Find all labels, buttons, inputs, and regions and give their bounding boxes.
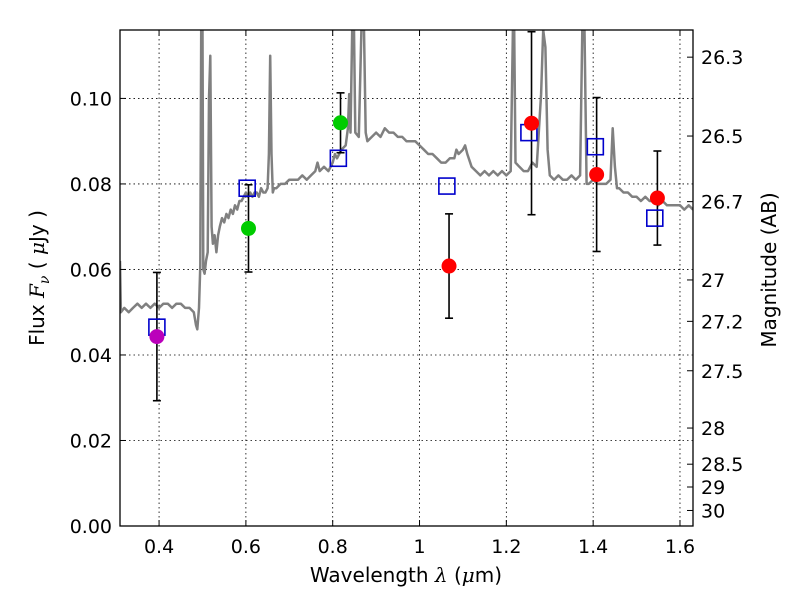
model-flux-point [586,137,605,156]
observed-flux-markers [149,115,665,345]
y-axis-label-unit-open: ( [25,255,49,276]
x-tick-label: 0.4 [144,536,174,558]
x-tick-label: 1 [413,536,425,558]
model-spectrum-line [120,30,693,331]
plot-frame [119,29,694,527]
model-flux-point [438,177,456,195]
model-flux-point [238,179,256,198]
y2-tick-label: 27.5 [701,361,743,383]
x-tick-label: 1.6 [665,536,695,558]
y2-tick-label: 26.7 [701,192,743,214]
y-tick-label: 0.06 [70,259,112,281]
y-tick-label: 0.04 [70,345,112,367]
x-axis-ticks: 0.4 0.6 0.8 1 1.2 1.4 1.6 [144,30,695,558]
y-axis-label-unit-mu: μ [25,242,49,255]
x-tick-label: 0.8 [318,536,348,558]
observed-flux-point [149,329,165,345]
observed-flux-point [524,115,540,131]
plot-area [120,30,693,402]
model-flux-point [329,149,348,168]
y-tick-label: 0.08 [70,174,112,196]
x-axis-label-prefix: Wavelength [310,563,435,587]
y2-tick-label: 27 [701,270,725,292]
y2-tick-label: 26.3 [701,47,743,69]
model-flux-markers [148,123,664,336]
y2-tick-label: 30 [701,500,725,522]
y2-tick-label: 26.5 [701,126,743,148]
x-axis-label-symbol: λ [434,563,448,587]
y-axis-label-subscript: ν [37,275,53,284]
y-tick-label: 0.10 [70,88,112,110]
x-axis-label-unit-open: ( [448,563,462,587]
x-tick-label: 1.2 [491,536,521,558]
y2-tick-label: 29 [701,477,725,499]
x-axis-label-unit-close: m) [475,563,502,587]
observed-flux-point [441,258,457,274]
observed-flux-point [589,167,605,183]
observed-flux-point [240,220,256,236]
y-axis-label-prefix: Flux [25,298,49,346]
x-tick-label: 0.6 [231,536,261,558]
observed-flux-point [333,115,349,131]
model-flux-point [645,209,664,227]
y-tick-label: 0.00 [70,516,112,538]
y-tick-label: 0.02 [70,430,112,452]
y2-tick-label: 28 [701,418,725,440]
x-axis-label-unit-mu: μ [462,563,475,587]
x-tick-label: 1.4 [578,536,608,558]
y2-axis-label: Magnitude (AB) [757,192,781,347]
y-axis-label: Flux Fν ( μJy ) [25,210,53,346]
y2-tick-label: 28.5 [701,454,743,476]
y-axis-ticks: 0.00 0.02 0.04 0.06 0.08 0.10 [70,88,126,538]
x-axis-label: Wavelength λ (μm) [310,563,502,587]
y-axis-label-symbol: F [25,283,49,299]
grid-lines [120,30,693,526]
y2-tick-label: 27.2 [701,311,743,333]
observed-flux-point [649,190,665,206]
y-axis-label-unit-close: Jy ) [25,210,49,244]
